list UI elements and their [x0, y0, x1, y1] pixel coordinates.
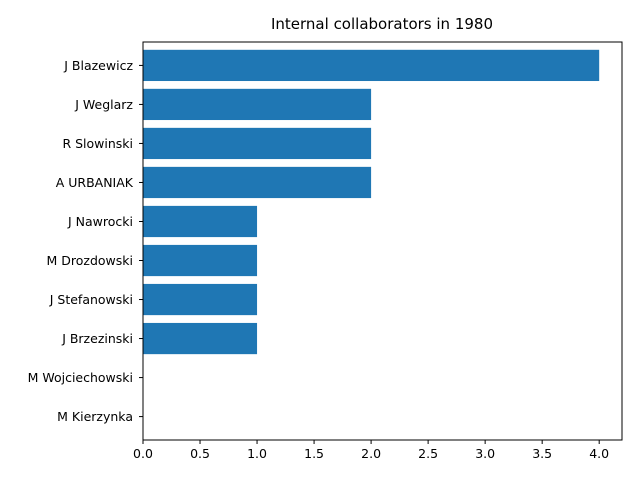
y-axis-ticks: J Blazewicz J Weglarz R Slowinski A URBANIA…: [28, 58, 143, 424]
chart-title: Internal collaborators in 1980: [271, 15, 493, 33]
bar-r-slowinski: [143, 127, 372, 160]
x-tick-label: 3.5: [532, 446, 552, 461]
y-tick-label: J Brzezinski: [61, 331, 133, 346]
y-tick-label: J Weglarz: [74, 97, 133, 112]
bar-j-blazewicz: [143, 49, 600, 82]
bars-group: [143, 49, 600, 355]
y-tick-label: R Slowinski: [62, 136, 133, 151]
x-tick-label: 1.5: [304, 446, 324, 461]
y-tick-label: J Stefanowski: [49, 292, 133, 307]
y-tick-label: M Drozdowski: [47, 253, 134, 268]
y-tick-label: M Kierzynka: [57, 409, 133, 424]
plot-frame: [142, 41, 623, 441]
y-tick-label: M Wojciechowski: [28, 370, 133, 385]
x-axis-ticks: 0.0 0.5 1.0 1.5 2.0 2.5 3.0 3.5 4.0: [133, 440, 609, 461]
bar-m-drozdowski: [143, 244, 258, 277]
bar-a-urbaniak: [143, 166, 372, 199]
bar-j-nawrocki: [143, 205, 258, 238]
x-tick-label: 3.0: [475, 446, 495, 461]
bar-j-stefanowski: [143, 283, 258, 316]
bar-j-brzezinski: [143, 322, 258, 355]
y-tick-label: A URBANIAK: [56, 175, 134, 190]
x-tick-label: 0.0: [133, 446, 153, 461]
bar-j-weglarz: [143, 88, 372, 121]
axes-spines: [142, 41, 623, 441]
x-tick-label: 1.0: [247, 446, 267, 461]
x-tick-label: 4.0: [589, 446, 609, 461]
x-tick-label: 2.0: [361, 446, 381, 461]
x-tick-label: 2.5: [418, 446, 438, 461]
y-tick-label: J Nawrocki: [67, 214, 133, 229]
y-tick-label: J Blazewicz: [63, 58, 133, 73]
x-tick-label: 0.5: [190, 446, 210, 461]
